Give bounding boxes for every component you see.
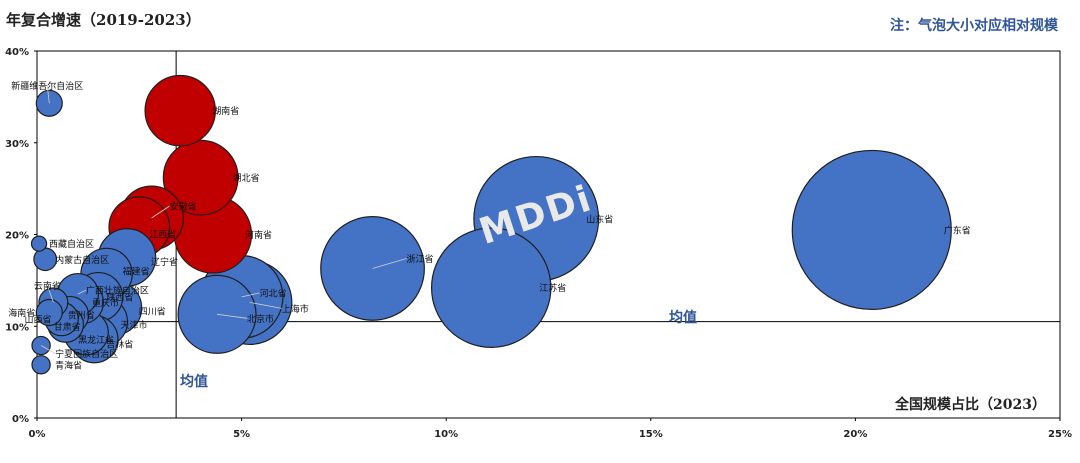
leader-line: [46, 85, 50, 104]
bubble-label: 北京市: [247, 313, 274, 325]
bubble-label: 四川省: [139, 305, 166, 317]
y-tick-label: 0%: [12, 414, 29, 425]
bubble-label: 云南省: [34, 280, 61, 292]
leader-line: [241, 292, 260, 298]
bubble-label: 宁夏回族自治区: [55, 348, 118, 360]
bubble-label: 重庆市: [92, 297, 119, 309]
y-tick-label: 20%: [5, 231, 29, 242]
bubble-label: 甘肃省: [54, 321, 81, 333]
bubble-label: 湖南省: [212, 105, 239, 117]
bubble-label: 山西省: [25, 313, 52, 325]
bubble-label: 浙江省: [407, 253, 434, 265]
mean-y-label: 均值: [669, 310, 697, 326]
bubble-label: 福建省: [123, 265, 150, 277]
x-tick-label: 15%: [639, 429, 663, 440]
leader-line: [40, 345, 56, 354]
bubble-label: 河北省: [260, 287, 287, 299]
bubble-label: 广西壮族自治区: [86, 285, 149, 297]
chart-title: 年复合增速（2019-2023）: [6, 11, 201, 29]
bubble-label: 河南省: [245, 229, 272, 241]
bubble-label: 辽宁省: [151, 256, 178, 268]
x-tick-label: 0%: [29, 429, 46, 440]
x-axis-title: 全国规模占比（2023）: [895, 397, 1046, 413]
bubble-label: 吉林省: [106, 339, 133, 351]
bubble-label: 湖北省: [233, 172, 260, 184]
bubble-label: 海南省: [8, 307, 35, 319]
bubble-label: 安徽省: [170, 200, 197, 212]
bubble-label: 贵州省: [68, 310, 95, 322]
bubble-西藏自治区: [30, 235, 48, 252]
y-tick-label: 40%: [5, 47, 29, 58]
x-tick-label: 5%: [233, 429, 250, 440]
y-tick-label: 10%: [5, 322, 29, 333]
bubble-湖北省: [162, 139, 239, 216]
bubble-label: 黑龙江省: [78, 334, 114, 346]
x-tick-label: 10%: [434, 429, 458, 440]
size-note: 注：气泡大小对应相对规模: [890, 18, 1058, 34]
bubble-label: 青海省: [55, 359, 82, 371]
bubble-label: 新疆维吾尔自治区: [11, 80, 83, 92]
bubble-label: 上海市: [282, 303, 309, 315]
leader-line: [77, 289, 87, 295]
leader-line: [46, 285, 54, 303]
bubble-海南省: [35, 298, 63, 327]
leader-line: [151, 205, 170, 219]
x-tick-label: 20%: [843, 429, 867, 440]
y-tick-label: 30%: [5, 139, 29, 150]
bubble-青海省: [31, 355, 51, 375]
bubble-江苏省: [430, 227, 552, 348]
bubble-label: 内蒙古自治区: [55, 254, 109, 266]
leader-line: [372, 258, 407, 269]
bubble-label: 陕西省: [106, 291, 133, 303]
x-tick-label: 25%: [1048, 429, 1072, 440]
bubble-label: 山东省: [586, 213, 613, 225]
bubble-label: 天津市: [120, 319, 147, 331]
bubble-湖南省: [144, 74, 216, 147]
leader-line: [216, 313, 248, 319]
leader-line: [249, 302, 282, 309]
bubble-label: 西藏自治区: [49, 238, 94, 250]
bubble-label: 广东省: [944, 224, 971, 236]
mean-x-label: 均值: [180, 374, 208, 390]
bubble-label: 江西省: [149, 229, 176, 241]
bubble-label: 江苏省: [539, 282, 566, 294]
bubble-广东省: [791, 149, 952, 311]
